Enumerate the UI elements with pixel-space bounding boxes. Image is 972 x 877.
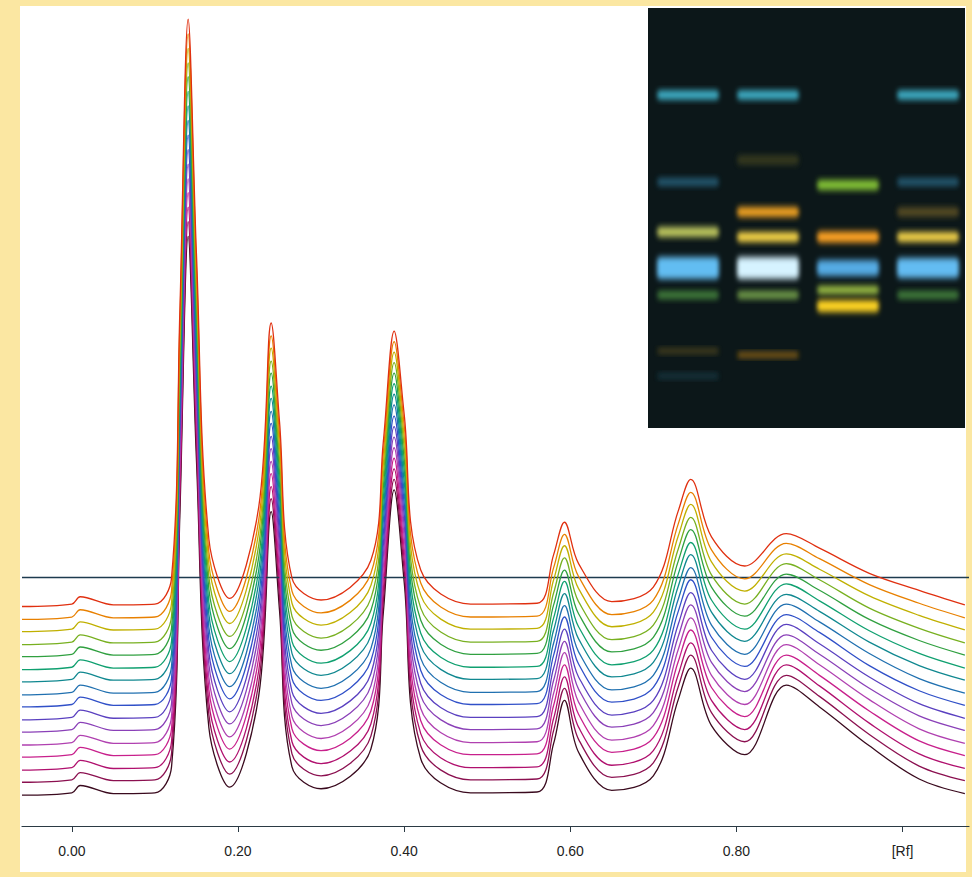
svg-text:0.00: 0.00 bbox=[58, 843, 85, 859]
svg-text:0.80: 0.80 bbox=[723, 843, 750, 859]
svg-text:[Rf]: [Rf] bbox=[892, 843, 914, 859]
svg-text:0.20: 0.20 bbox=[224, 843, 251, 859]
svg-text:0.60: 0.60 bbox=[557, 843, 584, 859]
svg-text:0.40: 0.40 bbox=[390, 843, 417, 859]
